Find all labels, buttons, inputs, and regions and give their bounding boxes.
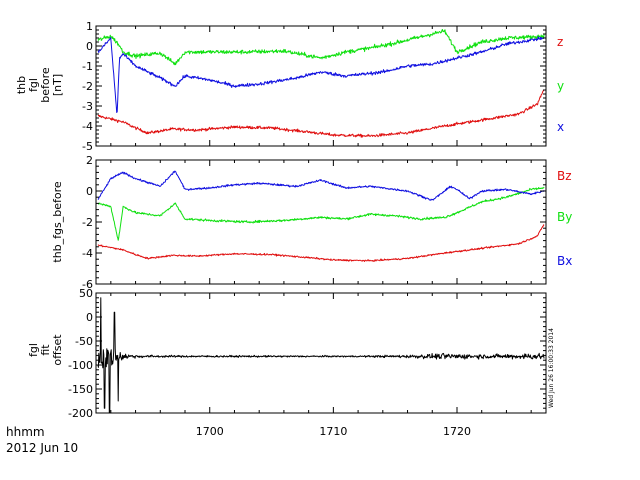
y-tick-label: -200 <box>68 407 93 420</box>
y-axis-label-line-0: thb_fgs_before <box>51 181 64 262</box>
legend-bz: Bz <box>557 169 572 183</box>
legend-bx: Bx <box>557 254 572 268</box>
y-tick-label: 0 <box>86 40 93 53</box>
y-tick-label: 0 <box>86 311 93 324</box>
y-tick-label: -5 <box>82 140 93 153</box>
legend-x: x <box>557 120 564 134</box>
y-axis-label-line-2: offset <box>51 334 64 366</box>
panel-fgs-before: 2 0 -2 -4 -6 thb_fgs_before Bz By Bx <box>51 154 572 291</box>
panel-fgl-before: 1 0 -1 -2 -3 -4 -5 thb fgl before [nT] z y x <box>15 20 564 153</box>
y-axis-label-line-0: fgl <box>27 343 40 357</box>
x-tick-label: 1700 <box>196 425 224 438</box>
y-tick-label: -2 <box>82 80 93 93</box>
series-line-y <box>97 29 545 66</box>
date-label: 2012 Jun 10 <box>6 441 78 455</box>
legend-by: By <box>557 210 572 224</box>
series-line-offset <box>97 297 545 413</box>
y-tick-label: -100 <box>68 359 93 372</box>
plot-frame <box>95 292 547 414</box>
series-line-by <box>97 186 545 241</box>
y-tick-label: 50 <box>79 287 93 300</box>
y-axis-label-line-1: fit <box>39 344 52 356</box>
y-axis-label-line-3: [nT] <box>51 74 64 96</box>
x-tick-label: 1720 <box>443 425 471 438</box>
series-line-bx <box>97 170 545 201</box>
y-tick-label: -3 <box>82 100 93 113</box>
series-line-x <box>97 36 545 113</box>
y-tick-label: -4 <box>82 247 93 260</box>
y-axis-label-line-2: before <box>39 67 52 103</box>
y-axis-label-line-0: thb <box>15 76 28 94</box>
legend-z: z <box>557 35 563 49</box>
timestamp: Wed Jun 26 16:00:33 2014 <box>548 328 555 408</box>
y-tick-label: -2 <box>82 216 93 229</box>
y-tick-label: 2 <box>86 154 93 167</box>
y-axis-label-line-1: fgl <box>27 78 40 92</box>
y-tick-label: -1 <box>82 60 93 73</box>
y-tick-label: 0 <box>86 185 93 198</box>
y-tick-label: -6 <box>82 278 93 291</box>
y-tick-label: -150 <box>68 383 93 396</box>
legend-y: y <box>557 79 564 93</box>
y-tick-label: -4 <box>82 120 93 133</box>
series-line-bz <box>97 224 545 262</box>
panel-fit-offset: 50 0 -50 -100 -150 -200 1700 1710 1720 fgl fit o… <box>27 287 547 438</box>
series-line-z <box>97 89 545 138</box>
x-tick-label: 1710 <box>319 425 347 438</box>
time-format-label: hhmm <box>6 425 45 439</box>
y-tick-label: 1 <box>86 20 93 33</box>
y-tick-label: -50 <box>75 335 93 348</box>
